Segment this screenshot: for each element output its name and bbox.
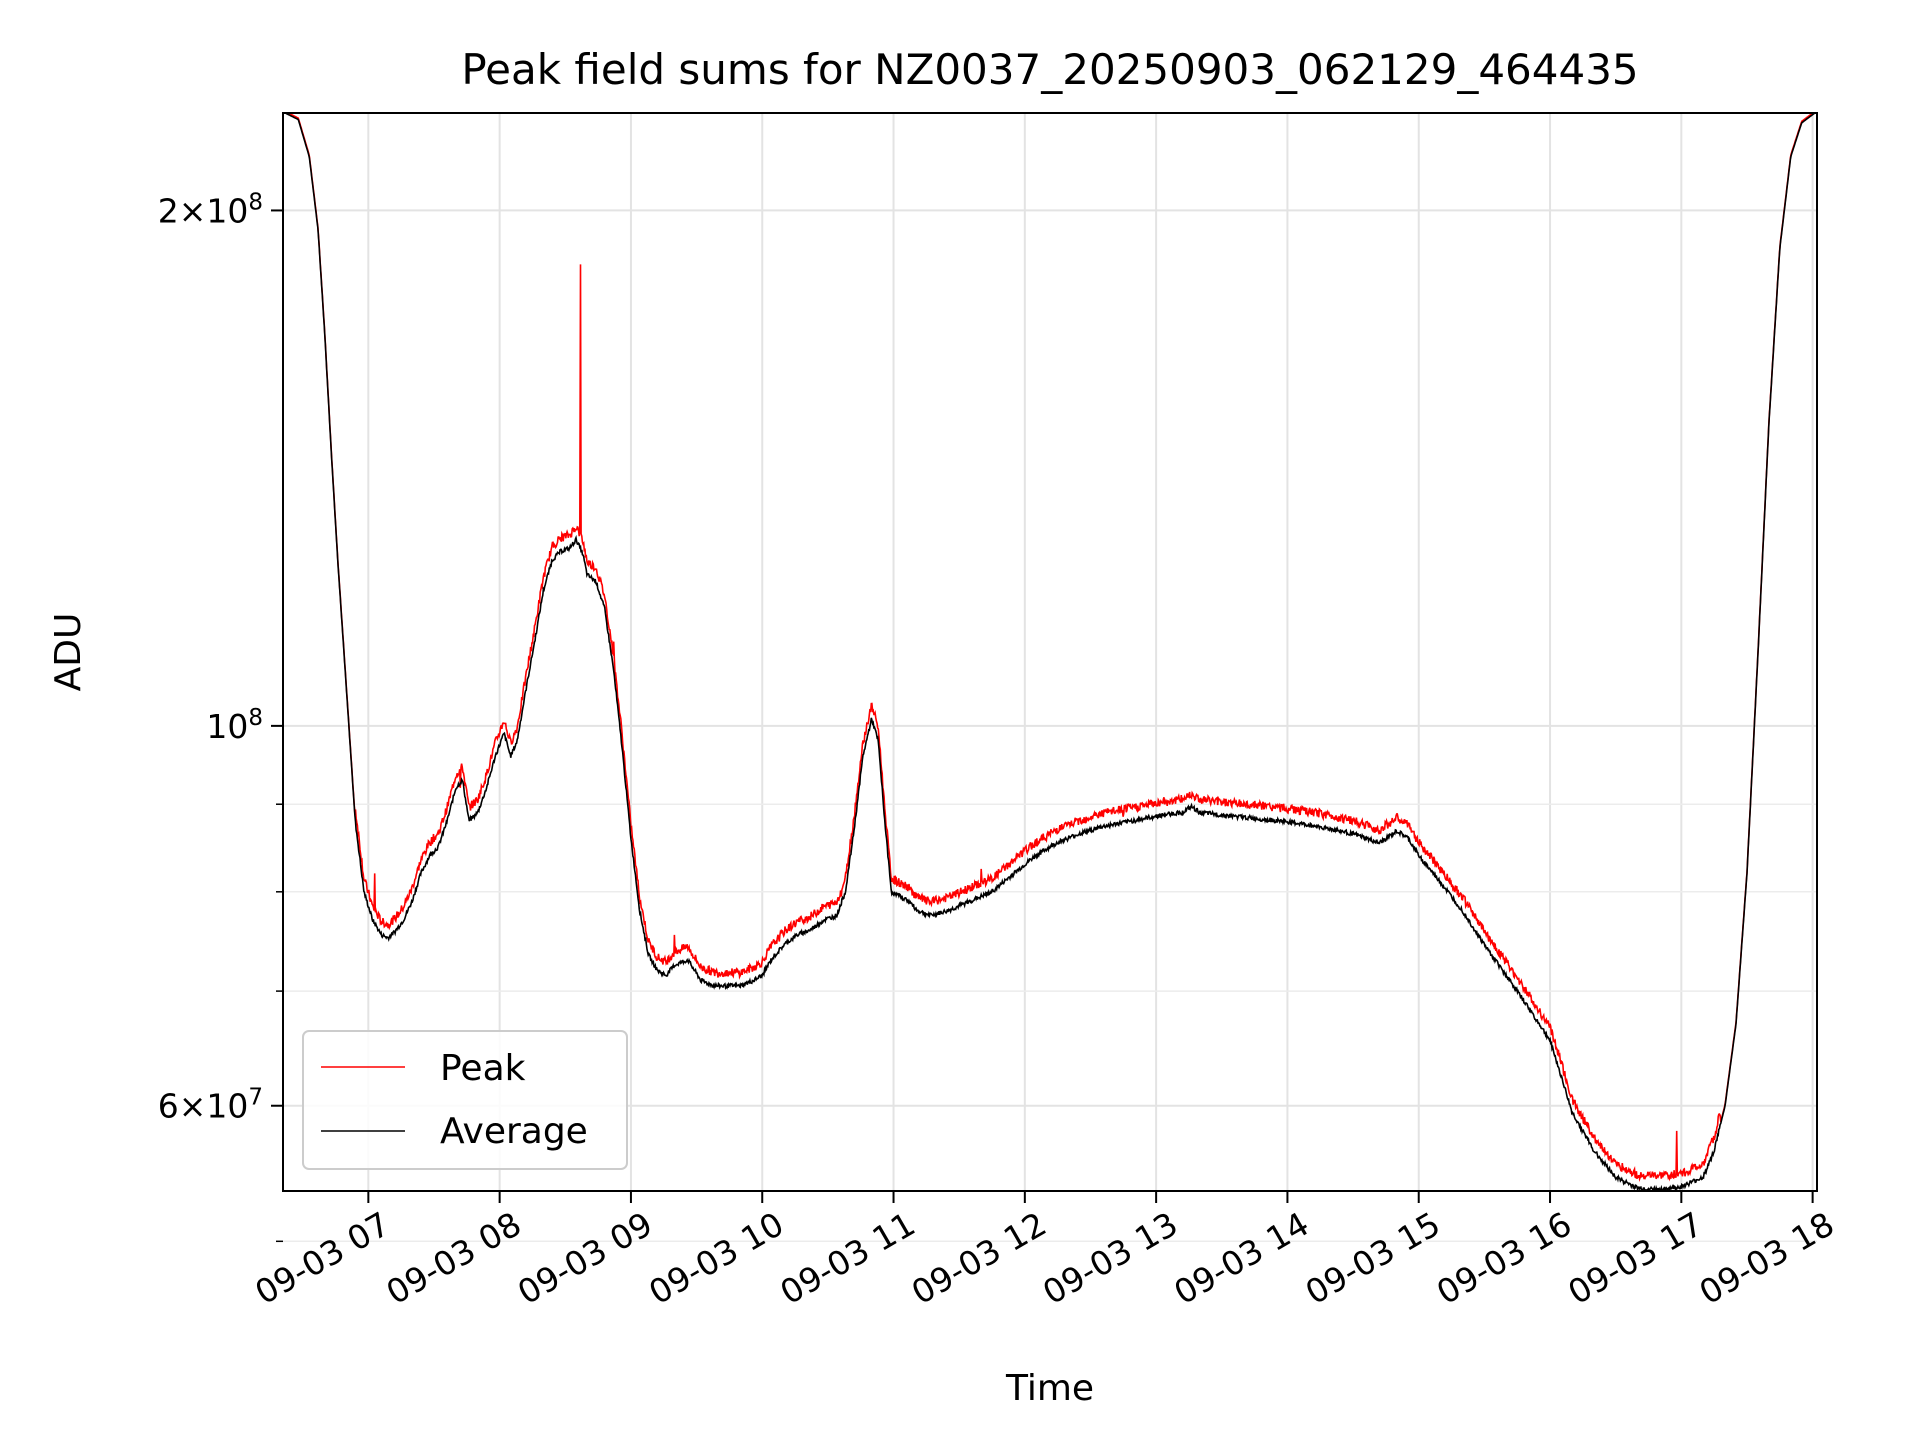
y-tick-label: 6×107 bbox=[158, 1085, 263, 1126]
y-tick-label: 108 bbox=[206, 705, 263, 746]
legend-label-peak: Peak bbox=[440, 1048, 526, 1089]
legend-box bbox=[302, 1030, 628, 1170]
plot-frame bbox=[282, 112, 1818, 1192]
series-average-line bbox=[284, 113, 1816, 1191]
x-axis-label: Time bbox=[1005, 1368, 1094, 1409]
series-area bbox=[284, 113, 1816, 1191]
y-axis-ticks: 2×108 108 6×107 bbox=[158, 189, 283, 1243]
chart-title: Peak field sums for NZ0037_20250903_0621… bbox=[461, 45, 1638, 94]
y-axis-label: ADU bbox=[48, 613, 89, 692]
y-tick-label: 2×108 bbox=[158, 189, 263, 230]
legend-label-average: Average bbox=[440, 1111, 588, 1152]
series-peak-line bbox=[286, 113, 1815, 1182]
grid-lines bbox=[283, 113, 1817, 1243]
legend: Peak Average bbox=[302, 1030, 628, 1170]
